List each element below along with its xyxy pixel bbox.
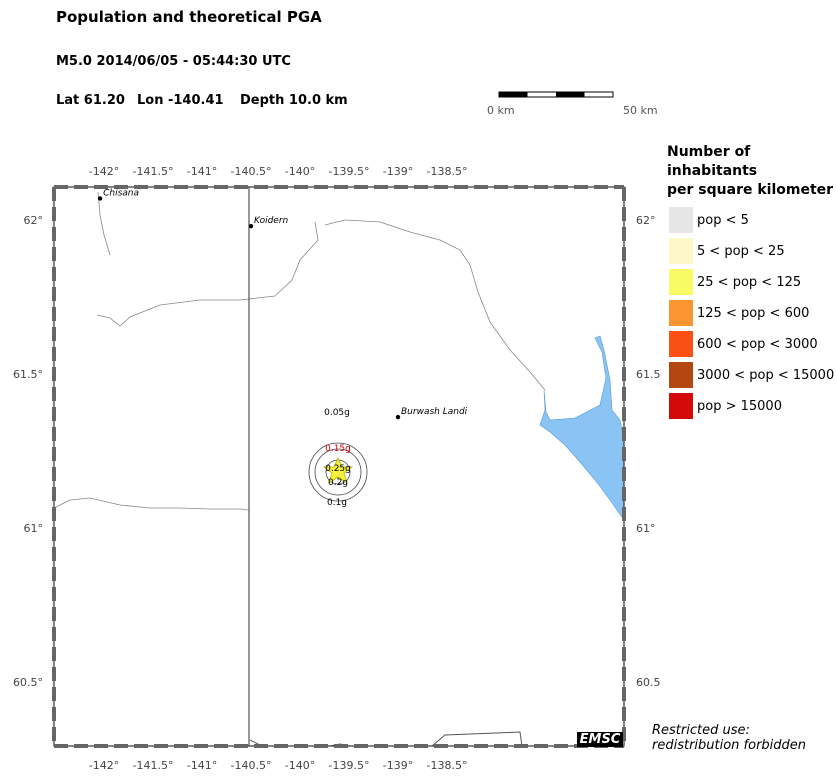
lon-label-top: -140° [285,165,315,178]
restricted-line1: Restricted use: [652,723,750,738]
lon-label-top: -142° [89,165,119,178]
lon-label-top: -141.5° [133,165,174,178]
place-marker-icon [248,223,254,229]
pga-label: 0.15g [325,444,351,454]
epicenter-star-icon [322,457,354,484]
restricted-note: Restricted use: redistribution forbidden [652,723,806,753]
longitude-label: Lon -140.41 [137,93,224,108]
rivers [53,191,546,511]
lat-label-right: 61.5° [636,368,660,381]
legend-item: 25 < pop < 125 [669,269,834,297]
pga-label: 0.05g [324,408,350,418]
lake [539,335,625,521]
lon-label-bottom: -141.5° [133,759,174,772]
pga-label: 0.25g [325,464,351,474]
lat-label-right: 62° [636,214,656,227]
legend-title-line1: Number of inhabitants [667,144,758,179]
lon-label-top: -141° [187,165,217,178]
page-title: Population and theoretical PGA [56,8,322,26]
lon-label-top: -140.5° [231,165,272,178]
pga-label: 0.2g [328,478,348,488]
legend-item: 5 < pop < 25 [669,238,834,266]
scale-start-label: 0 km [487,104,515,117]
lon-label-bottom: -139.5° [329,759,370,772]
legend-label: 600 < pop < 3000 [697,337,818,352]
depth-label: Depth 10.0 km [240,93,348,108]
place-label: Chisana [103,188,139,198]
pga-label: 0.1g [327,498,347,508]
lat-label-left: 61.5° [13,368,43,381]
lat-label-left: 61° [24,522,44,535]
lat-label-right: 60.5° [636,676,660,689]
legend-label: 25 < pop < 125 [697,275,802,290]
lon-label-bottom: -138.5° [427,759,468,772]
legend-item: pop < 5 [669,207,834,235]
lat-label-left: 60.5° [13,676,43,689]
place-marker-icon [395,414,401,420]
legend-item: 3000 < pop < 15000 [669,362,834,390]
place-label: Koidern [254,216,289,226]
legend-swatch [669,269,693,295]
map: -142° -141.5° -141° -140.5° -140° -139.5° -139… [13,165,660,772]
legend-swatch [669,238,693,264]
latitude-label: Lat 61.20 [56,93,125,108]
legend-label: 3000 < pop < 15000 [697,368,835,383]
legend-swatch [669,362,693,388]
lat-label-left: 62° [24,214,44,227]
legend-label: pop < 5 [697,213,749,228]
lon-label-bottom: -139° [383,759,413,772]
lon-label-bottom: -141° [187,759,217,772]
legend-item: 600 < pop < 3000 [669,331,834,359]
legend-item: 125 < pop < 600 [669,300,834,328]
lon-label-top: -138.5° [427,165,468,178]
map-frame [52,185,626,748]
legend-label: pop > 15000 [697,399,782,414]
lon-label-top: -139° [383,165,413,178]
place-label: Burwash Landi [401,407,468,417]
legend-label: 5 < pop < 25 [697,244,785,259]
restricted-line2: redistribution forbidden [652,738,807,753]
scale-end-label: 50 km [623,104,658,117]
lon-label-bottom: -142° [89,759,119,772]
emsc-logo: EMSC [577,732,623,747]
legend-item: pop > 15000 [669,393,834,421]
scale-bar [498,91,614,98]
place-marker-icon [97,196,103,201]
lat-label-right: 61° [636,522,656,535]
lon-label-top: -139.5° [329,165,370,178]
legend-swatch [669,300,693,326]
event-info: M5.0 2014/06/05 - 05:44:30 UTC [56,54,291,69]
legend-title-line2: per square kilometer [667,182,834,198]
legend-swatch [669,331,693,357]
lon-label-bottom: -140° [285,759,315,772]
legend-label: 125 < pop < 600 [697,306,810,321]
legend-swatch [669,393,693,419]
legend-swatch [669,207,693,233]
legend-title: Number of inhabitants per square kilomet… [667,143,836,200]
lon-label-bottom: -140.5° [231,759,272,772]
